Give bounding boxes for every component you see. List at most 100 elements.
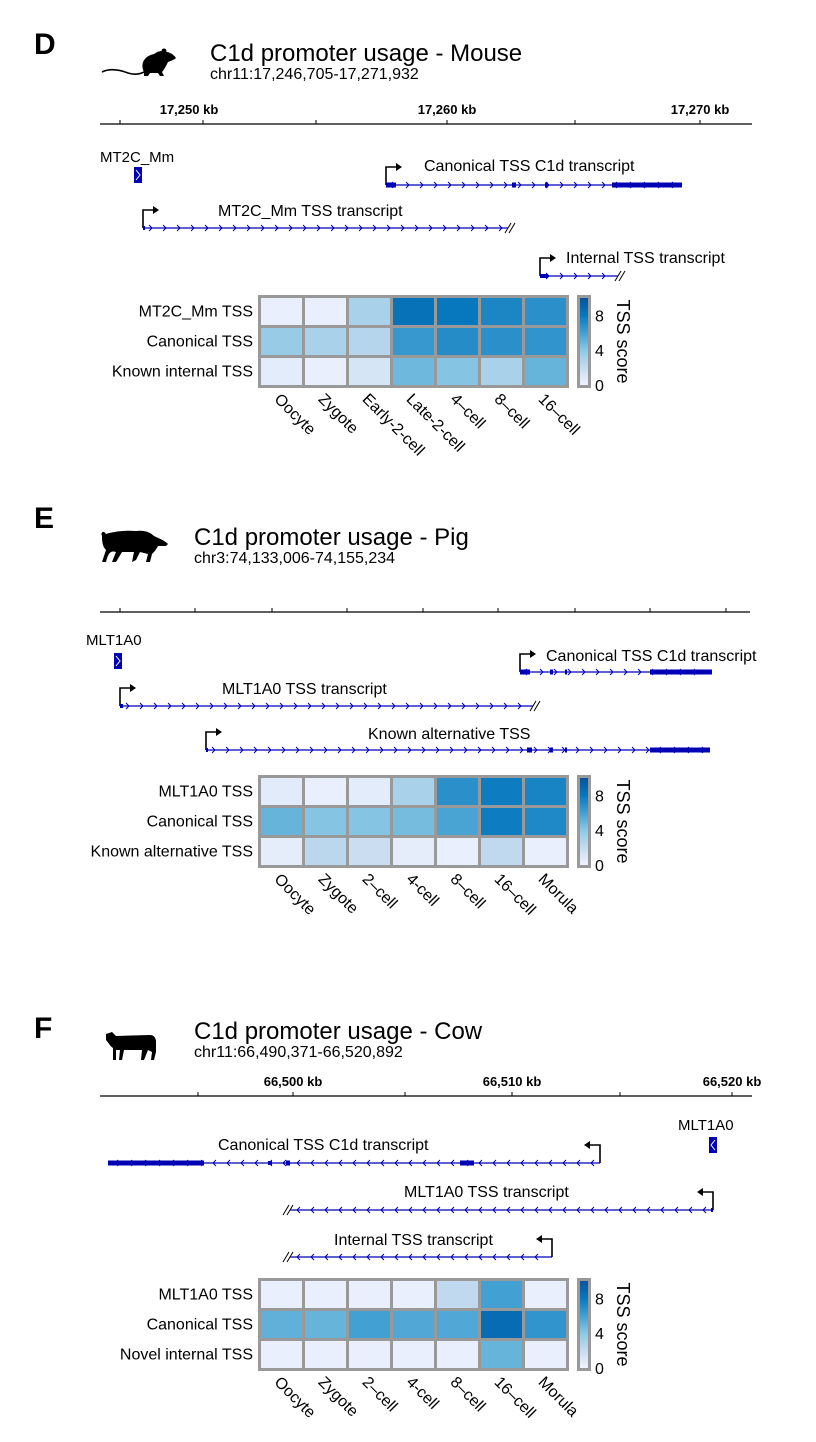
colorbar-tick-label: 0 xyxy=(595,858,604,875)
chart-title: C1d promoter usage - Mouse xyxy=(210,40,523,67)
heatmap-cell xyxy=(525,1281,566,1308)
colorbar-label: TSS score xyxy=(613,779,633,863)
heatmap-cell xyxy=(349,1311,390,1338)
strand-chevron xyxy=(352,1159,357,1167)
heatmap-cell xyxy=(349,778,390,805)
strand-chevron xyxy=(503,702,508,710)
tss-arrowhead-icon xyxy=(584,1141,590,1149)
heatmap-cell xyxy=(525,298,566,325)
exon xyxy=(268,1161,272,1165)
strand-chevron xyxy=(517,702,522,710)
heatmap-cell xyxy=(261,1311,302,1338)
strand-chevron xyxy=(153,702,158,710)
tss-arrowhead-icon xyxy=(396,163,402,171)
strand-chevron xyxy=(646,1206,651,1214)
repeat-element-box xyxy=(114,653,122,669)
exon xyxy=(520,669,530,675)
strand-chevron xyxy=(589,746,594,754)
strand-chevron xyxy=(324,1206,329,1214)
strand-chevron xyxy=(559,272,564,280)
strand-chevron xyxy=(559,181,564,189)
strand-chevron xyxy=(506,1159,511,1167)
strand-chevron xyxy=(351,746,356,754)
repeat-strand-chevron-icon xyxy=(135,169,141,181)
strand-chevron xyxy=(400,224,405,232)
heatmap-cell xyxy=(393,838,434,865)
colorbar-tick-label: 8 xyxy=(595,308,604,325)
strand-chevron xyxy=(587,181,592,189)
strand-chevron xyxy=(338,1206,343,1214)
strand-chevron xyxy=(520,1253,525,1261)
strand-chevron xyxy=(408,1253,413,1261)
strand-chevron xyxy=(623,668,628,676)
exon xyxy=(386,182,396,188)
strand-chevron xyxy=(310,1206,315,1214)
strand-chevron xyxy=(307,702,312,710)
strand-chevron xyxy=(461,702,466,710)
heatmap-cell xyxy=(305,778,346,805)
strand-chevron xyxy=(377,702,382,710)
heatmap-cell xyxy=(349,298,390,325)
heatmap-cell xyxy=(393,298,434,325)
strand-chevron xyxy=(506,1253,511,1261)
repeat-element-box xyxy=(134,167,142,183)
heatmap-column-label: 16–cell xyxy=(491,871,539,919)
heatmap-cell xyxy=(393,358,434,385)
strand-chevron xyxy=(562,1206,567,1214)
strand-chevron xyxy=(309,746,314,754)
strand-chevron xyxy=(316,224,321,232)
strand-chevron xyxy=(491,746,496,754)
truncation-mark xyxy=(504,222,516,234)
heatmap-cell xyxy=(437,838,478,865)
strand-chevron xyxy=(296,1253,301,1261)
tss-arrowhead-icon xyxy=(530,650,536,658)
heatmap-cell xyxy=(437,1281,478,1308)
strand-chevron xyxy=(148,224,153,232)
strand-chevron xyxy=(422,1206,427,1214)
heatmap-cell xyxy=(261,838,302,865)
strand-chevron xyxy=(253,746,258,754)
strand-chevron xyxy=(380,1206,385,1214)
strand-chevron xyxy=(391,702,396,710)
strand-chevron xyxy=(534,1206,539,1214)
strand-chevron xyxy=(239,746,244,754)
strand-chevron xyxy=(449,746,454,754)
strand-chevron xyxy=(433,702,438,710)
genome-tracks: 66,500 kb 66,510 kb 66,520 kb MLT1A0 Canonic… xyxy=(100,1075,761,1263)
strand-chevron xyxy=(492,1253,497,1261)
strand-chevron xyxy=(209,702,214,710)
heatmap-cell xyxy=(437,778,478,805)
strand-chevron xyxy=(295,746,300,754)
strand-chevron xyxy=(421,746,426,754)
heatmap-cell xyxy=(481,838,522,865)
repeat-strand-chevron-icon xyxy=(710,1139,716,1151)
exon xyxy=(565,747,567,753)
strand-chevron xyxy=(293,702,298,710)
panel-label: E xyxy=(34,502,55,535)
tss-arrowhead-icon xyxy=(216,728,222,736)
exon xyxy=(545,182,548,188)
mouse-icon xyxy=(101,48,176,76)
strand-chevron xyxy=(251,702,256,710)
cow-icon xyxy=(106,1032,156,1060)
strand-chevron xyxy=(352,1206,357,1214)
strand-chevron xyxy=(484,224,489,232)
repeat-element-box xyxy=(709,1137,717,1153)
strand-chevron xyxy=(618,1206,623,1214)
strand-chevron xyxy=(506,1206,511,1214)
strand-chevron xyxy=(419,702,424,710)
strand-chevron xyxy=(702,1206,707,1214)
heatmap-cell xyxy=(437,1311,478,1338)
axis-tick-label: 66,500 kb xyxy=(264,1075,323,1089)
truncation-mark xyxy=(614,270,626,282)
exon xyxy=(460,1160,474,1166)
panel-d: D C1d promoter usage - Mouse chr11:17,24… xyxy=(0,0,816,490)
heatmap-row-label: Known internal TSS xyxy=(112,364,253,381)
strand-chevron xyxy=(226,1159,231,1167)
exon xyxy=(612,182,682,188)
heatmap-cell xyxy=(481,778,522,805)
heatmap-cell xyxy=(261,328,302,355)
strand-chevron xyxy=(562,1159,567,1167)
strand-chevron xyxy=(265,702,270,710)
heatmap-cell xyxy=(481,1311,522,1338)
